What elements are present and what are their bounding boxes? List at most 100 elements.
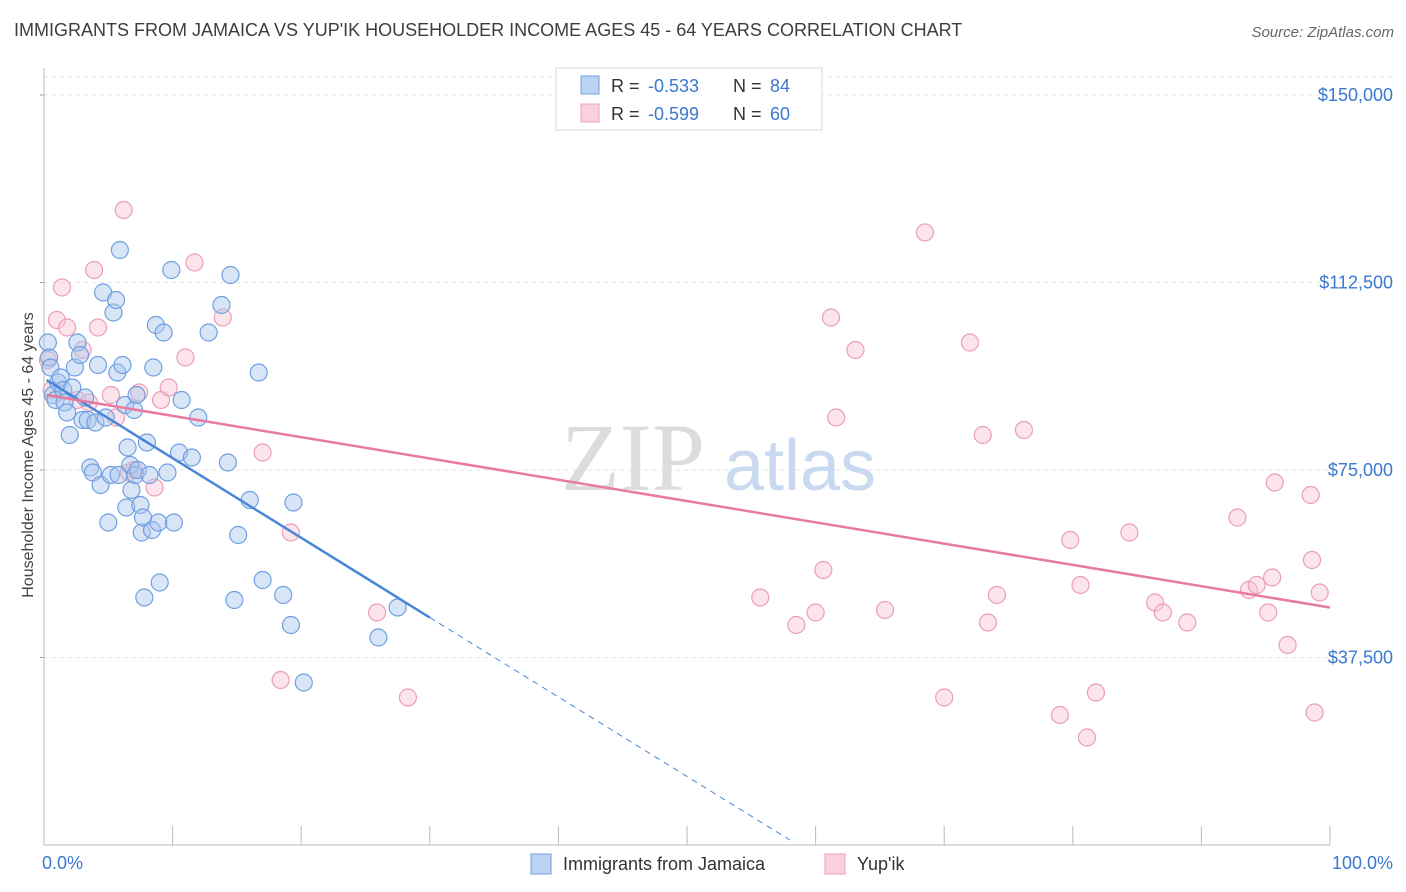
yupik-point bbox=[827, 408, 846, 427]
jamaica-point bbox=[229, 525, 248, 545]
jamaica-point bbox=[106, 290, 126, 310]
x-tick-label-max: 100.0% bbox=[1332, 853, 1393, 873]
jamaica-point bbox=[60, 425, 79, 445]
jamaica-point bbox=[142, 520, 162, 540]
jamaica-point bbox=[182, 448, 201, 467]
yupik-point bbox=[978, 613, 998, 632]
yupik-point bbox=[47, 310, 66, 330]
jamaica-point bbox=[128, 460, 147, 480]
pink-swatch bbox=[580, 103, 600, 123]
yupik-point bbox=[987, 585, 1007, 605]
legend-label-jamaica: Immigrants from Jamaica bbox=[563, 854, 766, 874]
jamaica-point bbox=[158, 463, 177, 482]
legend-swatch-jamaica bbox=[530, 853, 552, 875]
yupik-point bbox=[915, 223, 935, 242]
yupik-point bbox=[806, 603, 825, 622]
jamaica-point bbox=[274, 585, 293, 605]
yupik-point bbox=[821, 308, 841, 327]
yupik-point bbox=[1301, 485, 1320, 505]
yupik-point bbox=[751, 588, 770, 607]
y-tick-label: $150,000 bbox=[1318, 85, 1393, 105]
yupik-point bbox=[787, 615, 806, 635]
grid-lines bbox=[44, 76, 1395, 658]
jamaica-point bbox=[144, 358, 163, 377]
jamaica-point bbox=[284, 493, 303, 512]
yupik-point bbox=[271, 670, 290, 690]
yupik-point bbox=[973, 425, 992, 445]
yupik-point bbox=[1228, 508, 1247, 527]
y-tick-label: $75,000 bbox=[1328, 460, 1393, 480]
yupik-point bbox=[176, 348, 195, 367]
watermark-zip: ZIP bbox=[561, 404, 705, 511]
jamaica-point bbox=[149, 513, 168, 532]
yupik-point bbox=[130, 383, 149, 402]
watermark-atlas: atlas bbox=[724, 426, 876, 506]
jamaica-point bbox=[81, 458, 100, 477]
jamaica-point bbox=[172, 390, 191, 410]
yupik-point bbox=[114, 200, 133, 220]
jamaica-point bbox=[101, 465, 120, 485]
y-axis-label: Householder Income Ages 45 - 64 years bbox=[20, 312, 37, 598]
jamaica-point bbox=[88, 355, 108, 375]
top-legend-row-blue: R = -0.533 N = 84 bbox=[580, 75, 790, 96]
jamaica-point bbox=[162, 260, 181, 280]
chart-title: IMMIGRANTS FROM JAMAICA VS YUP'IK HOUSEH… bbox=[14, 20, 963, 40]
yupik-point bbox=[1050, 705, 1070, 725]
yupik-point bbox=[1263, 568, 1282, 587]
jamaica-point bbox=[127, 385, 146, 405]
jamaica-point bbox=[294, 673, 313, 692]
yupik-point bbox=[1310, 583, 1329, 602]
jamaica-point bbox=[135, 588, 154, 607]
top-legend-row-pink: R = -0.599 N = 60 bbox=[580, 103, 790, 124]
r-value-pink: -0.599 bbox=[648, 104, 699, 124]
jamaica-trend-extension bbox=[429, 617, 791, 841]
yupik-point bbox=[367, 603, 387, 622]
jamaica-point bbox=[99, 513, 118, 532]
jamaica-point bbox=[146, 315, 165, 335]
yupik-point bbox=[398, 688, 418, 707]
legend-label-yupik: Yup'ik bbox=[857, 854, 905, 874]
r-value-blue: -0.533 bbox=[648, 76, 699, 96]
yupik-point bbox=[1146, 593, 1165, 612]
r-label-blue: R = bbox=[611, 76, 640, 96]
yupik-point bbox=[814, 560, 833, 580]
n-label-blue: N = bbox=[733, 76, 762, 96]
yupik-point bbox=[1120, 523, 1139, 542]
bottom-legend: Immigrants from Jamaica Yup'ik bbox=[530, 853, 905, 875]
jamaica-point bbox=[199, 323, 218, 342]
legend-swatch-yupik bbox=[824, 853, 846, 875]
jamaica-point bbox=[86, 413, 105, 432]
yupik-point bbox=[875, 600, 895, 620]
jamaica-point bbox=[249, 363, 268, 382]
r-label-pink: R = bbox=[611, 104, 640, 124]
n-value-pink: 60 bbox=[770, 104, 790, 124]
jamaica-point bbox=[110, 240, 129, 260]
jamaica-point bbox=[117, 498, 136, 517]
jamaica-point bbox=[369, 628, 388, 647]
yupik-point bbox=[1153, 603, 1172, 622]
jamaica-point bbox=[225, 590, 244, 610]
yupik-point bbox=[1077, 728, 1097, 747]
yupik-point bbox=[185, 253, 204, 272]
yupik-point bbox=[960, 333, 980, 352]
yupik-point bbox=[846, 340, 865, 360]
y-tick-label: $37,500 bbox=[1328, 648, 1393, 668]
jamaica-point bbox=[58, 403, 77, 422]
yupik-point bbox=[88, 318, 108, 337]
yupik-point bbox=[58, 318, 77, 337]
yupik-point bbox=[1178, 613, 1197, 632]
jamaica-point bbox=[154, 323, 173, 342]
yupik-point bbox=[1265, 473, 1284, 492]
jamaica-point bbox=[113, 355, 132, 375]
jamaica-point bbox=[126, 465, 145, 485]
yupik-point bbox=[1305, 703, 1324, 722]
yupik-point bbox=[159, 378, 178, 397]
yupik-point bbox=[1259, 603, 1278, 622]
jamaica-point bbox=[212, 295, 231, 315]
jamaica-point bbox=[218, 453, 237, 472]
yupik-point bbox=[52, 278, 72, 297]
yupik-point bbox=[101, 385, 120, 405]
yupik-point bbox=[935, 688, 954, 707]
jamaica-point bbox=[118, 438, 137, 457]
